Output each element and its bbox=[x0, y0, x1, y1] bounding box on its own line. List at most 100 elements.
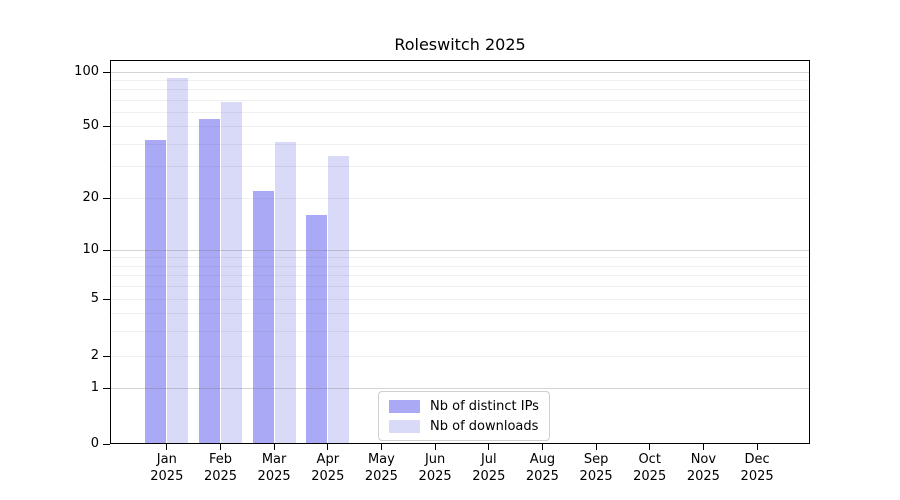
x-tick-label-sep: Sep 2025 bbox=[568, 451, 624, 485]
gridline-minor-80 bbox=[110, 89, 810, 91]
x-tick-month: Dec bbox=[744, 452, 770, 467]
bar-distinct-ips-apr bbox=[306, 214, 328, 444]
y-tick-mark-50 bbox=[103, 125, 110, 127]
x-tick-year: 2025 bbox=[418, 469, 452, 484]
x-tick-mark-aug bbox=[541, 444, 543, 450]
x-tick-year: 2025 bbox=[579, 469, 613, 484]
x-tick-label-dec: Dec 2025 bbox=[729, 451, 785, 485]
x-tick-mark-apr bbox=[327, 444, 329, 450]
x-tick-month: May bbox=[367, 452, 395, 467]
y-tick-label-10: 10 bbox=[82, 242, 99, 257]
bar-distinct-ips-mar bbox=[252, 190, 274, 444]
x-tick-mark-mar bbox=[273, 444, 275, 450]
x-tick-month: Jun bbox=[424, 452, 446, 467]
x-tick-mark-dec bbox=[756, 444, 758, 450]
y-tick-label-2: 2 bbox=[90, 348, 99, 363]
y-tick-mark-0 bbox=[103, 443, 110, 445]
gridline-minor-2 bbox=[110, 356, 810, 357]
x-tick-mark-jul bbox=[488, 444, 490, 450]
x-tick-mark-may bbox=[380, 444, 382, 450]
x-tick-year: 2025 bbox=[472, 469, 506, 484]
x-tick-month: Mar bbox=[261, 452, 287, 467]
gridline-major-10 bbox=[110, 250, 810, 251]
x-tick-year: 2025 bbox=[633, 469, 667, 484]
x-tick-year: 2025 bbox=[311, 469, 345, 484]
gridline-minor-90 bbox=[110, 80, 810, 82]
y-tick-mark-2 bbox=[103, 355, 110, 357]
x-tick-label-jul: Jul 2025 bbox=[461, 451, 517, 485]
gridline-minor-20 bbox=[110, 198, 810, 199]
gridline-minor-4 bbox=[110, 312, 810, 314]
x-tick-label-may: May 2025 bbox=[353, 451, 409, 485]
x-tick-label-jan: Jan 2025 bbox=[139, 451, 195, 485]
gridline-minor-30 bbox=[110, 166, 810, 168]
y-tick-label-5: 5 bbox=[90, 291, 99, 306]
x-tick-mark-sep bbox=[595, 444, 597, 450]
x-tick-label-aug: Aug 2025 bbox=[514, 451, 570, 485]
gridline-minor-40 bbox=[110, 143, 810, 145]
bar-downloads-jan bbox=[167, 77, 189, 444]
x-tick-month: Feb bbox=[208, 452, 233, 467]
x-tick-label-mar: Mar 2025 bbox=[246, 451, 302, 485]
bar-downloads-feb bbox=[220, 102, 243, 444]
legend-item-downloads: Nb of downloads bbox=[389, 418, 539, 434]
gridline-minor-8 bbox=[110, 265, 810, 267]
x-tick-month: Oct bbox=[638, 452, 661, 467]
x-tick-label-nov: Nov 2025 bbox=[675, 451, 731, 485]
bar-distinct-ips-feb bbox=[198, 118, 221, 444]
x-tick-month: Jul bbox=[480, 452, 497, 467]
x-tick-month: Jan bbox=[156, 452, 177, 467]
gridline-major-100 bbox=[110, 72, 810, 73]
gridline-minor-5 bbox=[110, 299, 810, 300]
bar-downloads-mar bbox=[274, 141, 296, 444]
x-tick-year: 2025 bbox=[525, 469, 559, 484]
y-tick-mark-10 bbox=[103, 249, 110, 251]
legend-label: Nb of downloads bbox=[430, 418, 539, 434]
gridline-minor-9 bbox=[110, 257, 810, 259]
x-tick-mark-nov bbox=[702, 444, 704, 450]
x-tick-label-apr: Apr 2025 bbox=[300, 451, 356, 485]
legend-item-distinct-ips: Nb of distinct IPs bbox=[389, 398, 539, 414]
y-tick-mark-1 bbox=[103, 387, 110, 389]
legend-swatch bbox=[389, 419, 420, 433]
x-tick-year: 2025 bbox=[364, 469, 398, 484]
gridline-major-1 bbox=[110, 388, 810, 389]
chart-title: Roleswitch 2025 bbox=[394, 35, 526, 54]
y-tick-mark-20 bbox=[103, 197, 110, 199]
gridline-minor-50 bbox=[110, 126, 810, 127]
x-tick-month: Nov bbox=[690, 452, 717, 467]
x-tick-label-feb: Feb 2025 bbox=[193, 451, 249, 485]
legend: Nb of distinct IPs Nb of downloads bbox=[378, 391, 550, 441]
gridline-minor-70 bbox=[110, 99, 810, 101]
y-tick-label-1: 1 bbox=[90, 380, 99, 395]
bar-distinct-ips-jan bbox=[145, 139, 167, 444]
y-tick-label-50: 50 bbox=[82, 118, 99, 133]
x-tick-mark-oct bbox=[649, 444, 651, 450]
gridline-minor-6 bbox=[110, 286, 810, 288]
x-tick-mark-jun bbox=[434, 444, 436, 450]
x-tick-year: 2025 bbox=[150, 469, 184, 484]
x-tick-year: 2025 bbox=[740, 469, 774, 484]
x-tick-label-jun: Jun 2025 bbox=[407, 451, 463, 485]
x-tick-month: Aug bbox=[529, 452, 556, 467]
y-tick-label-100: 100 bbox=[74, 64, 99, 79]
gridline-minor-7 bbox=[110, 275, 810, 277]
x-tick-label-oct: Oct 2025 bbox=[622, 451, 678, 485]
y-tick-mark-100 bbox=[103, 71, 110, 73]
y-tick-label-20: 20 bbox=[82, 190, 99, 205]
gridline-minor-60 bbox=[110, 111, 810, 113]
bar-downloads-apr bbox=[328, 156, 350, 444]
y-tick-label-0: 0 bbox=[90, 436, 99, 451]
gridline-minor-3 bbox=[110, 330, 810, 332]
legend-swatch bbox=[389, 399, 420, 413]
x-tick-year: 2025 bbox=[203, 469, 238, 484]
x-tick-month: Sep bbox=[583, 452, 609, 467]
x-tick-mark-jan bbox=[166, 444, 168, 450]
x-tick-month: Apr bbox=[316, 452, 340, 467]
y-tick-mark-5 bbox=[103, 298, 110, 300]
x-tick-year: 2025 bbox=[257, 469, 291, 484]
x-tick-mark-feb bbox=[220, 444, 221, 450]
x-tick-year: 2025 bbox=[686, 469, 720, 484]
legend-label: Nb of distinct IPs bbox=[430, 398, 539, 414]
